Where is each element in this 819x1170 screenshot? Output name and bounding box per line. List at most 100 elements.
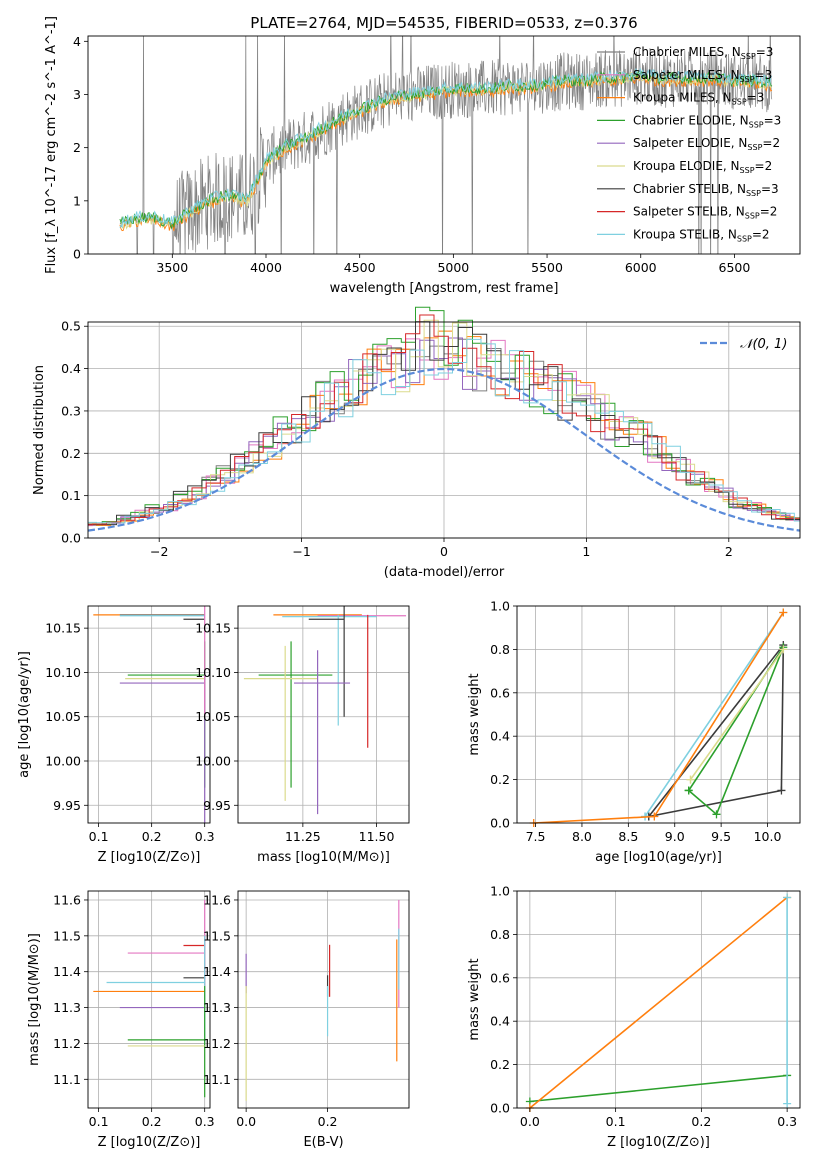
y-axis-label: age [log10(age/yr)]	[17, 651, 32, 778]
histogram-salpeter_miles	[88, 338, 800, 527]
x-tick-label: 0.2	[318, 1114, 338, 1129]
legend-entry: Chabrier STELIB, NSSP=3	[633, 182, 779, 198]
legend-entry: Chabrier ELODIE, NSSP=3	[633, 113, 781, 129]
x-tick-label: 1	[582, 544, 590, 559]
y-tick-label: 0.8	[490, 927, 510, 942]
y-axis-label: mass [log10(M/M⊙)]	[27, 933, 42, 1066]
point-marker	[650, 812, 659, 821]
mass_vs_ebv-panel: 0.0 0.2 11.1 11.2 11.3 11.4 11.5 11.6 E(B-V)	[203, 890, 410, 1150]
x-axis-label: Z [log10(Z/Z⊙)]	[607, 1135, 710, 1150]
spectrum-panel: 3500 4000 4500 5000 5500 6000 6500 0 1 2 3 4 wavelen…	[44, 16, 801, 296]
y-axis-label: mass weight	[467, 673, 482, 755]
x-tick-label: 4000	[250, 260, 282, 275]
y-tick-label: 0.8	[490, 642, 510, 657]
axes-frame	[87, 35, 801, 255]
x-tick-label: 3500	[156, 260, 188, 275]
y-tick-label: 10.10	[195, 665, 231, 680]
histogram-chabrier_stelib	[88, 321, 800, 526]
series-line-kroupa_stelib	[644, 612, 784, 817]
y-tick-label: 10.15	[195, 621, 231, 636]
series-line-kroupa_miles	[529, 896, 788, 1109]
y-tick-label: 11.2	[53, 1036, 81, 1051]
series-line-chabrier_elodie	[529, 1074, 788, 1103]
x-tick-label: 4500	[344, 260, 376, 275]
y-tick-label: 1.0	[490, 599, 510, 614]
y-tick-label: 11.4	[203, 964, 231, 979]
x-axis-label: Z [log10(Z/Z⊙)]	[98, 850, 201, 865]
y-tick-label: 0.0	[490, 1101, 510, 1116]
mass_vs_Z-panel: 0.1 0.2 0.3 11.1 11.2 11.3 11.4 11.5 11.6 Z [log1…	[27, 890, 215, 1150]
x-tick-label: 11.25	[285, 829, 321, 844]
x-tick-label: 9.5	[711, 829, 731, 844]
x-tick-label: 0.1	[89, 1114, 109, 1129]
y-tick-label: 0	[73, 247, 81, 262]
y-tick-label: 0.4	[490, 1014, 510, 1029]
legend-entry: Kroupa MILES, NSSP=3	[633, 91, 764, 107]
x-axis-label: (data-model)/error	[384, 565, 505, 580]
x-tick-label: 0.3	[195, 1114, 215, 1129]
axes-frame	[87, 605, 211, 824]
point-marker	[783, 1099, 792, 1108]
y-tick-label: 9.95	[53, 798, 81, 813]
y-tick-label: 2	[73, 140, 81, 155]
y-tick-label: 0.2	[490, 772, 510, 787]
axes-frame	[87, 890, 211, 1109]
legend-entry: Salpeter MILES, NSSP=3	[633, 68, 772, 84]
mass_weight_vs_Z-panel: 0.0 0.1 0.2 0.3 0.0 0.2 0.4 0.6 0.8 1.0 Z [log10(Z…	[467, 884, 801, 1150]
y-tick-label: 10.15	[45, 621, 81, 636]
x-tick-label: 6500	[719, 260, 751, 275]
x-axis-label: age [log10(age/yr)]	[595, 850, 722, 865]
age_vs_mass-panel: 11.25 11.50 9.95 10.00 10.05 10.10 10.15 mass […	[195, 605, 410, 865]
y-tick-label: 11.4	[53, 964, 81, 979]
y-tick-label: 0.0	[490, 816, 510, 831]
x-tick-label: 9.0	[665, 829, 685, 844]
x-axis-label: Z [log10(Z/Z⊙)]	[98, 1135, 201, 1150]
y-tick-label: 10.00	[45, 754, 81, 769]
y-tick-label: 10.05	[195, 709, 231, 724]
y-tick-label: 11.1	[53, 1072, 81, 1087]
y-tick-label: 0.3	[61, 403, 81, 418]
y-tick-label: 0.5	[61, 319, 81, 334]
x-axis-label: mass [log10(M/M⊙)]	[257, 850, 390, 865]
y-tick-label: 0.2	[490, 1057, 510, 1072]
x-tick-label: 6000	[625, 260, 657, 275]
model-fit-kroupa_stelib	[119, 68, 773, 229]
y-tick-label: 10.05	[45, 709, 81, 724]
point-marker	[777, 786, 786, 795]
y-tick-label: 0.6	[490, 970, 510, 985]
legend-entry: 𝒩(0, 1)	[740, 337, 787, 352]
x-tick-label: 0.2	[691, 1114, 711, 1129]
mass_weight_vs_age-panel: 7.5 8.0 8.5 9.0 9.5 10.0 0.0 0.2 0.4 0.6 0.8 1.0 age…	[467, 599, 801, 865]
chart-panels: 3500 4000 4500 5000 5500 6000 6500 0 1 2 3 4 wavelen…	[17, 16, 801, 1150]
series-line-chabrier_elodie	[688, 646, 785, 816]
legend-entry: Chabrier MILES, NSSP=3	[633, 45, 773, 61]
y-axis-label: Flux [f_λ 10^-17 erg cm^-2 s^-1 A^-1]	[44, 16, 59, 274]
y-tick-label: 11.2	[203, 1036, 231, 1051]
y-tick-label: 11.5	[53, 928, 81, 943]
y-tick-label: 10.00	[195, 754, 231, 769]
y-tick-label: 10.10	[45, 665, 81, 680]
age_vs_Z-panel: 0.1 0.2 0.3 9.95 10.00 10.05 10.10 10.15 Z [log1…	[17, 605, 215, 865]
x-tick-label: 0.1	[606, 1114, 626, 1129]
x-tick-label: 8.0	[572, 829, 592, 844]
y-tick-label: 0.4	[61, 361, 81, 376]
series-line-kroupa_elodie	[689, 648, 784, 781]
x-tick-label: 7.5	[526, 829, 546, 844]
axes-frame	[516, 605, 801, 824]
y-tick-label: 11.1	[203, 1072, 231, 1087]
point-marker	[712, 810, 721, 819]
x-tick-label: 10.0	[754, 829, 782, 844]
residuals-panel: −2 −1 0 1 2 0.0 0.1 0.2 0.3 0.4 0.5 (data-model)/er…	[32, 306, 801, 580]
x-axis-label: E(B-V)	[303, 1135, 343, 1150]
histogram-kroupa_elodie	[88, 319, 800, 525]
point-marker	[783, 893, 792, 902]
axes-frame	[237, 890, 410, 1109]
histogram-salpeter_stelib	[88, 314, 800, 526]
x-tick-label: 0.3	[195, 829, 215, 844]
y-tick-label: 11.5	[203, 928, 231, 943]
legend-entry: Salpeter STELIB, NSSP=2	[633, 205, 777, 221]
normal-curve-line	[87, 367, 801, 532]
x-tick-label: 0.1	[89, 829, 109, 844]
point-marker	[684, 786, 693, 795]
